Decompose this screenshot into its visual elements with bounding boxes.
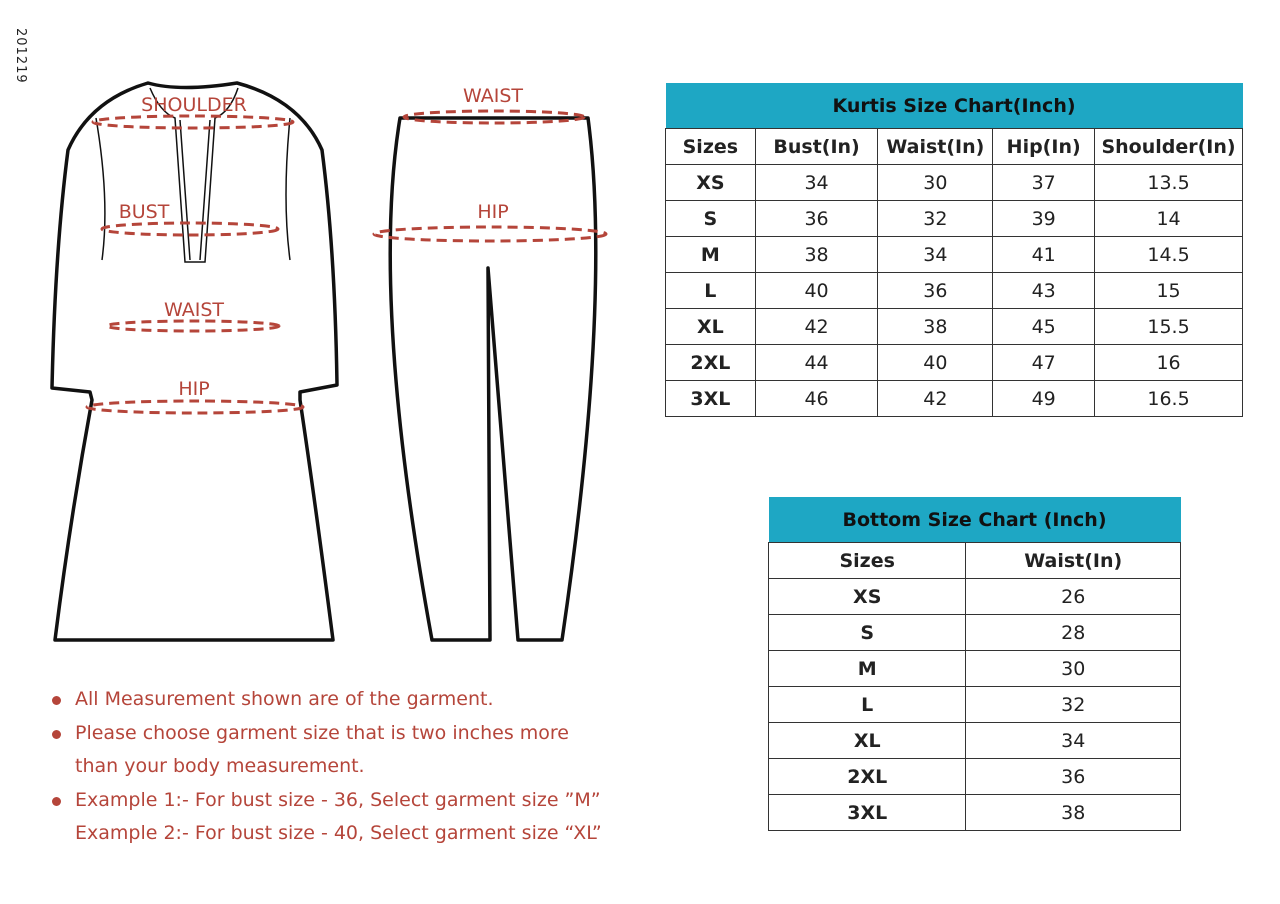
note-text: All Measurement shown are of the garment…: [75, 688, 494, 710]
note-line: Example 1:- For bust size - 36, Select g…: [50, 784, 602, 818]
pant-outline: [388, 116, 598, 642]
value-cell: 40: [754, 272, 879, 309]
size-cell: XS: [767, 578, 967, 615]
table-row: S 36 32 39 14: [665, 200, 1243, 237]
size-cell: XL: [767, 722, 967, 759]
value-cell: 43: [992, 272, 1096, 309]
kurti-hip-label: HIP: [178, 378, 209, 400]
table-row: S 28: [767, 614, 1181, 651]
value-cell: 30: [965, 650, 1181, 687]
note-text: Example 2:- For bust size - 40, Select g…: [75, 822, 602, 844]
size-cell: XL: [665, 308, 756, 345]
value-cell: 37: [992, 164, 1096, 201]
size-cell: M: [767, 650, 967, 687]
note-text: Please choose garment size that is two i…: [75, 721, 569, 744]
value-cell: 28: [965, 614, 1181, 651]
value-cell: 15: [1094, 272, 1243, 309]
header-row: Sizes Waist(In): [767, 542, 1181, 579]
size-cell: 2XL: [665, 344, 756, 381]
value-cell: 16: [1094, 344, 1243, 381]
note-line: All Measurement shown are of the garment…: [50, 683, 602, 717]
note-text: than your body measurement.: [75, 755, 365, 777]
value-cell: 32: [877, 200, 994, 237]
column-header: Sizes: [767, 542, 967, 579]
note-line: Example 2:- For bust size - 40, Select g…: [50, 817, 602, 851]
table-row: L 32: [767, 686, 1181, 723]
value-cell: 47: [992, 344, 1096, 381]
kurti-outline: [50, 81, 339, 642]
value-cell: 34: [754, 164, 879, 201]
value-cell: 36: [877, 272, 994, 309]
value-cell: 30: [877, 164, 994, 201]
kurti-table-title: Kurtis Size Chart(Inch): [665, 83, 1243, 129]
value-cell: 41: [992, 236, 1096, 273]
value-cell: 36: [965, 758, 1181, 795]
measurement-notes: All Measurement shown are of the garment…: [50, 683, 602, 851]
value-cell: 36: [754, 200, 879, 237]
value-cell: 26: [965, 578, 1181, 615]
value-cell: 44: [754, 344, 879, 381]
value-cell: 38: [877, 308, 994, 345]
value-cell: 14.5: [1094, 236, 1243, 273]
table-row: M 30: [767, 650, 1181, 687]
value-cell: 38: [965, 794, 1181, 831]
value-cell: 39: [992, 200, 1096, 237]
table-row: L 40 36 43 15: [665, 272, 1243, 309]
column-header: Waist(In): [965, 542, 1181, 579]
size-cell: S: [665, 200, 756, 237]
size-cell: M: [665, 236, 756, 273]
table-row: 2XL 36: [767, 758, 1181, 795]
value-cell: 42: [754, 308, 879, 345]
value-cell: 14: [1094, 200, 1243, 237]
pant-waist-label: WAIST: [463, 85, 523, 107]
kurti-waist-label: WAIST: [164, 299, 224, 321]
note-line: than your body measurement.: [50, 750, 602, 784]
bottom-size-table: Bottom Size Chart (Inch) Sizes Waist(In) X…: [767, 497, 1181, 831]
value-cell: 34: [965, 722, 1181, 759]
value-cell: 46: [754, 380, 879, 417]
table-row: 2XL 44 40 47 16: [665, 344, 1243, 381]
note-text: Example 1:- For bust size - 36, Select g…: [75, 788, 601, 811]
bust-label: BUST: [119, 201, 170, 223]
bottom-table-title: Bottom Size Chart (Inch): [768, 497, 1181, 543]
bullet-icon: [52, 796, 61, 806]
table-row: XL 34: [767, 722, 1181, 759]
size-cell: L: [767, 686, 967, 723]
table-row: 3XL 46 42 49 16.5: [665, 380, 1243, 417]
value-cell: 34: [877, 236, 994, 273]
kurti-size-table: Kurtis Size Chart(Inch) Sizes Bust(In) Wai…: [665, 83, 1243, 417]
header-row: Sizes Bust(In) Waist(In) Hip(In) Shoulder(In…: [665, 128, 1243, 165]
column-header: Waist(In): [877, 128, 994, 165]
value-cell: 45: [992, 308, 1096, 345]
size-cell: XS: [665, 164, 756, 201]
value-cell: 13.5: [1094, 164, 1243, 201]
shoulder-label: SHOULDER: [141, 94, 247, 116]
table-row: M 38 34 41 14.5: [665, 236, 1243, 273]
size-cell: 2XL: [767, 758, 967, 795]
table-row: XS 26: [767, 578, 1181, 615]
value-cell: 40: [877, 344, 994, 381]
table-row: 3XL 38: [767, 794, 1181, 831]
value-cell: 16.5: [1094, 380, 1243, 417]
pant-hip-label: HIP: [477, 201, 508, 223]
value-cell: 49: [992, 380, 1096, 417]
value-cell: 42: [877, 380, 994, 417]
bullet-icon: [52, 729, 61, 739]
table-row: XS 34 30 37 13.5: [665, 164, 1243, 201]
column-header: Sizes: [665, 128, 756, 165]
bullet-icon: [52, 696, 61, 705]
table-row: XL 42 38 45 15.5: [665, 308, 1243, 345]
size-cell: 3XL: [767, 794, 967, 831]
value-cell: 15.5: [1094, 308, 1243, 345]
note-line: Please choose garment size that is two i…: [50, 717, 602, 751]
value-cell: 38: [754, 236, 879, 273]
size-cell: L: [665, 272, 756, 309]
column-header: Hip(In): [992, 128, 1096, 165]
column-header: Shoulder(In): [1094, 128, 1243, 165]
size-cell: 3XL: [665, 380, 756, 417]
column-header: Bust(In): [754, 128, 879, 165]
value-cell: 32: [965, 686, 1181, 723]
garment-diagram: SHOULDER BUST WAIST HIP WAIST HIP: [50, 81, 608, 642]
size-cell: S: [767, 614, 967, 651]
